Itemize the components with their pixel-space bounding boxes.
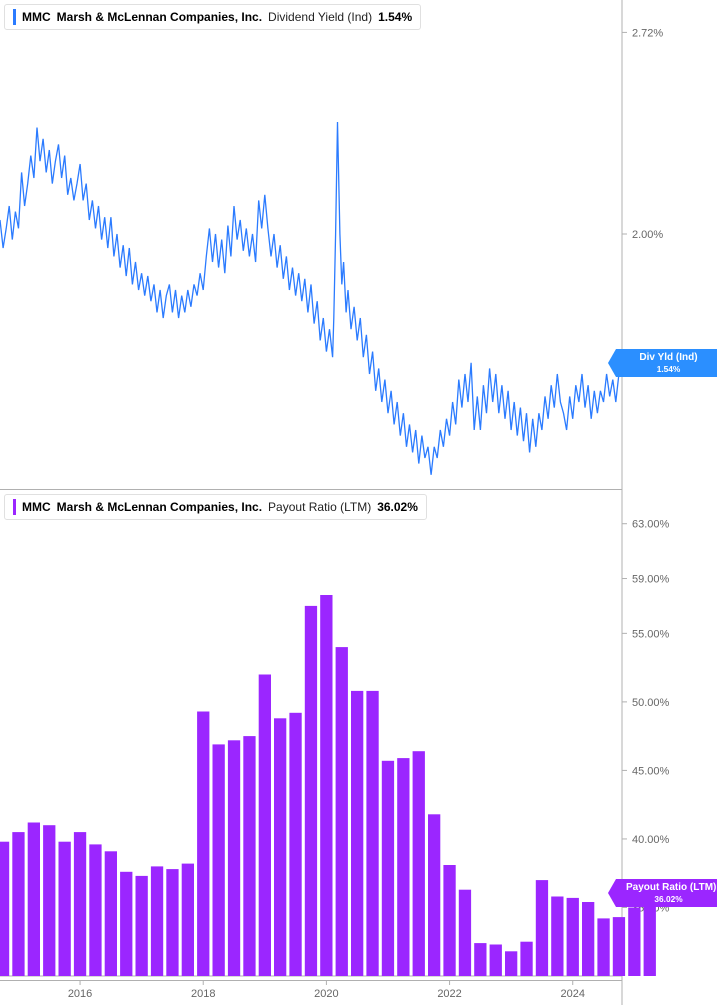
payout-bar — [428, 814, 440, 976]
payout-bar — [597, 918, 609, 976]
payout-bar — [74, 832, 86, 976]
payout-bar — [567, 898, 579, 976]
payout-bar — [274, 718, 286, 976]
payout-bar — [136, 876, 148, 976]
y-tick-label: 50.00% — [632, 697, 670, 709]
payout-bar — [397, 758, 409, 976]
payout-bar — [628, 908, 640, 977]
y-tick-label: 45.00% — [632, 765, 670, 777]
payout-bar — [474, 943, 486, 976]
legend-ticker: MMC — [22, 10, 51, 24]
tag-value: 1.54% — [626, 364, 711, 374]
legend-company: Marsh & McLennan Companies, Inc. — [57, 500, 262, 514]
payout-bar — [320, 595, 332, 976]
payout-bar — [182, 864, 194, 976]
payout-ratio-tag: Payout Ratio (LTM)36.02% — [616, 879, 717, 907]
y-tick-label: 55.00% — [632, 628, 670, 640]
x-tick-label: 2018 — [191, 988, 215, 1000]
legend-swatch — [13, 499, 16, 515]
legend-value: 36.02% — [377, 500, 418, 514]
bottom-chart-legend[interactable]: MMC Marsh & McLennan Companies, Inc. Payou… — [4, 494, 427, 520]
tag-label: Payout Ratio (LTM) — [626, 882, 716, 893]
dividend-yield-chart: 2.00% 2.72% MMC Marsh & McLennan Companies,… — [0, 0, 717, 490]
payout-bar — [289, 713, 301, 976]
payout-bar — [490, 945, 502, 977]
payout-bar — [43, 825, 55, 976]
payout-bar — [443, 865, 455, 976]
legend-ticker: MMC — [22, 500, 51, 514]
x-tick-label: 2024 — [560, 988, 584, 1000]
legend-swatch — [13, 9, 16, 25]
payout-bar — [613, 917, 625, 976]
payout-bar — [259, 675, 271, 977]
payout-bar — [413, 751, 425, 976]
tag-value: 36.02% — [626, 894, 711, 904]
legend-value: 1.54% — [378, 10, 412, 24]
payout-bar — [505, 951, 517, 976]
payout-bar — [305, 606, 317, 976]
legend-company: Marsh & McLennan Companies, Inc. — [57, 10, 262, 24]
x-tick-label: 2022 — [437, 988, 461, 1000]
payout-bar — [243, 736, 255, 976]
dividend-yield-line — [0, 122, 622, 475]
payout-bar — [166, 869, 178, 976]
legend-metric: Dividend Yield (Ind) — [268, 10, 372, 24]
legend-metric: Payout Ratio (LTM) — [268, 500, 371, 514]
payout-bar — [351, 691, 363, 976]
payout-bar — [228, 740, 240, 976]
y-tick-label: 2.72% — [632, 27, 663, 39]
x-axis: 2016 2018 2020 2022 2024 — [0, 980, 717, 1005]
y-tick-label: 63.00% — [632, 519, 670, 531]
y-tick-label: 40.00% — [632, 834, 670, 846]
tag-label: Div Yld (Ind) — [639, 352, 697, 363]
dividend-yield-tag: Div Yld (Ind)1.54% — [616, 349, 717, 377]
x-tick-label: 2016 — [68, 988, 92, 1000]
payout-bar — [197, 712, 209, 977]
payout-bar — [551, 897, 563, 977]
payout-bar — [89, 844, 101, 976]
payout-bar — [0, 842, 9, 976]
payout-bar — [28, 823, 40, 977]
payout-bar — [213, 744, 225, 976]
payout-bar — [382, 761, 394, 976]
payout-bar — [336, 647, 348, 976]
y-tick-label: 2.00% — [632, 229, 663, 241]
payout-bar — [105, 851, 117, 976]
payout-ratio-chart: 35.00%40.00%45.00%50.00%55.00%59.00%63.0… — [0, 490, 717, 980]
y-tick-label: 59.00% — [632, 574, 670, 586]
payout-bar — [582, 902, 594, 976]
x-tick-label: 2020 — [314, 988, 338, 1000]
payout-bar — [120, 872, 132, 976]
payout-bar — [520, 942, 532, 976]
payout-bar — [59, 842, 71, 976]
top-chart-legend[interactable]: MMC Marsh & McLennan Companies, Inc. Divid… — [4, 4, 421, 30]
payout-bar — [459, 890, 471, 976]
payout-bar — [366, 691, 378, 976]
payout-bar — [12, 832, 24, 976]
payout-bar — [151, 866, 163, 976]
payout-bar — [536, 880, 548, 976]
